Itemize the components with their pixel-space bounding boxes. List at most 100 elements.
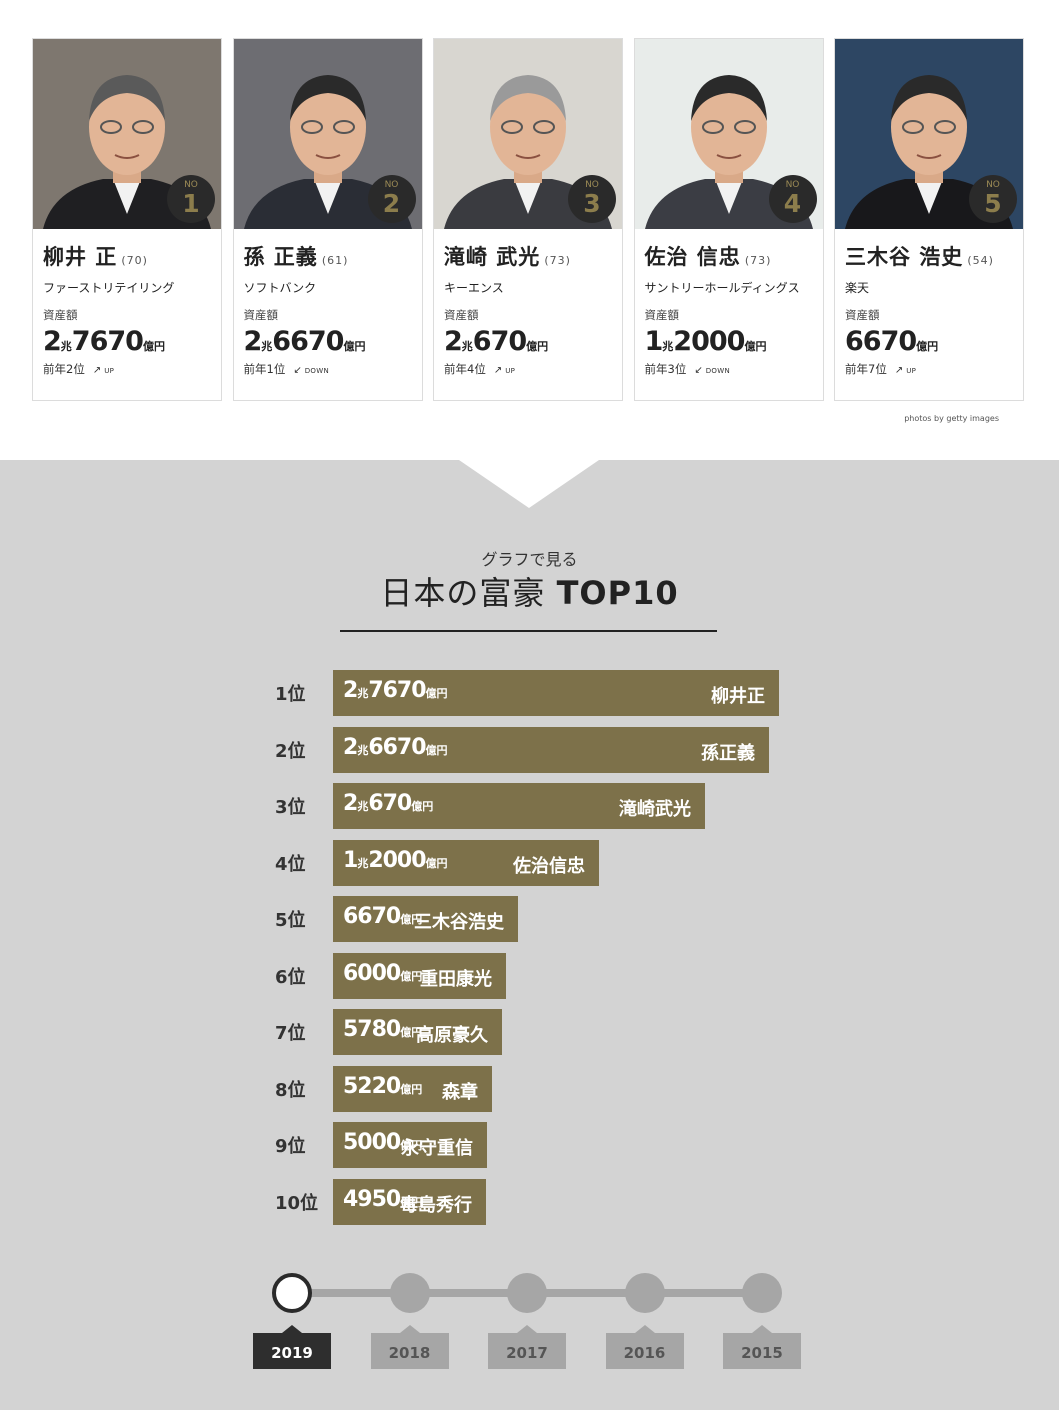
- year-dot-2016[interactable]: [624, 1273, 665, 1313]
- asset-cho-unit: 兆: [261, 340, 273, 353]
- previous-rank: 前年1位 ↙ DOWN: [244, 361, 416, 377]
- previous-rank-text: 前年3位: [644, 362, 687, 376]
- rank-badge-no: NO: [585, 180, 599, 190]
- ranking-card[interactable]: NO 2 孫 正義 (61) ソフトバンク 資産額 2兆6670億円 前年1位 ↙ DOWN: [232, 38, 423, 401]
- asset-label: 資産額: [644, 308, 680, 322]
- portrait-photo: [835, 39, 1023, 229]
- asset-oku-unit: 億円: [142, 340, 165, 353]
- chart-title: 日本の富豪 TOP10: [0, 568, 1059, 614]
- person-name-text: 孫 正義: [243, 245, 318, 269]
- bar-rank-label: 9位: [275, 1136, 306, 1157]
- bar-person-name: 三木谷浩史: [414, 912, 504, 933]
- bar-value-label: 6670億円: [343, 904, 422, 929]
- bar-person-name: 毒島秀行: [400, 1194, 472, 1216]
- asset-label: 資産額: [444, 308, 479, 322]
- section-notch: [459, 460, 599, 508]
- portrait-photo: [634, 39, 823, 229]
- bar-rank-label: 8位: [275, 1079, 306, 1101]
- bar-value-oku-number: 5780: [343, 1017, 401, 1042]
- asset-oku-number: 2000: [673, 326, 745, 357]
- bar-rank-label: 4位: [275, 853, 306, 875]
- asset-value: 1兆2000億円: [645, 326, 817, 357]
- previous-rank: 前年3位 ↙ DOWN: [645, 361, 817, 377]
- bar[interactable]: 1兆2000億円 佐治信忠: [333, 839, 599, 886]
- year-tab-2015[interactable]: 2015: [723, 1325, 801, 1369]
- arrow-down-left-icon: ↙: [293, 365, 302, 376]
- previous-rank: 前年7位 ↗ UP: [845, 361, 1017, 377]
- bar-value-cho-number: 2: [343, 791, 358, 816]
- year-tab-2017[interactable]: 2017: [488, 1325, 566, 1369]
- bar[interactable]: 5780億円 高原豪久: [333, 1009, 502, 1055]
- bar[interactable]: 5000億円 永守重信: [333, 1122, 487, 1168]
- bar-person-name: 柳井正: [711, 686, 765, 707]
- bar-rank-label: 5位: [275, 910, 306, 931]
- ranking-card[interactable]: NO 1 柳井 正 (70) ファーストリテイリング 資産額 2兆7670億円 前年2位 ↗ UP: [32, 38, 222, 401]
- bar-person-name: 永守重信: [401, 1138, 473, 1159]
- arrow-up-right-icon: ↗: [894, 365, 904, 376]
- year-dot-2019[interactable]: [272, 1273, 312, 1313]
- bar-value-oku-number: 670: [368, 791, 412, 816]
- person-name-text: 三木谷 浩史: [845, 245, 964, 269]
- bar-value-cho-unit: 兆: [357, 800, 369, 813]
- rank-badge: NO 3: [568, 175, 616, 223]
- year-tab-2018[interactable]: 2018: [370, 1325, 449, 1369]
- bar-value-oku-unit: 億円: [425, 743, 448, 757]
- asset-oku-unit: 億円: [526, 340, 549, 353]
- year-dot-2018[interactable]: [389, 1273, 430, 1313]
- person-name: 滝崎 武光 (73): [444, 241, 616, 271]
- bar-person-name: 滝崎武光: [619, 799, 691, 820]
- arrow-up-right-icon: ↗: [92, 365, 102, 376]
- bar-value-cho-unit: 兆: [357, 687, 369, 700]
- bar-rank-label: 7位: [275, 1023, 306, 1044]
- rank-direction: UP: [906, 367, 917, 375]
- title-divider: [340, 630, 717, 632]
- bar-row: 2位 2兆6670億円 孫正義: [0, 726, 1059, 773]
- bar[interactable]: 2兆6670億円 孫正義: [333, 726, 769, 773]
- bar-value-label: 5220億円: [343, 1074, 422, 1099]
- bar[interactable]: 2兆7670億円 柳井正: [333, 670, 779, 716]
- bar-row: 4位 1兆2000億円 佐治信忠: [0, 839, 1059, 886]
- bar-rank-label: 1位: [275, 684, 306, 705]
- ranking-card[interactable]: NO 3 滝崎 武光 (73) キーエンス 資産額 2兆670億円 前年4位 ↗ UP: [433, 38, 623, 401]
- chart-title-ja: 日本の富豪: [380, 574, 557, 612]
- bar[interactable]: 6000億円 重田康光: [333, 952, 506, 999]
- bar-value-oku-number: 6000: [343, 960, 401, 986]
- bar-value-oku-unit: 億円: [400, 1026, 423, 1039]
- bar-rank-label: 6位: [275, 966, 306, 988]
- asset-oku-unit: 億円: [744, 340, 767, 353]
- year-tab-2019[interactable]: 2019: [253, 1325, 331, 1369]
- bar-value-oku-number: 2000: [368, 847, 426, 873]
- year-dot-2015[interactable]: [742, 1273, 782, 1313]
- chart-title-en: TOP10: [556, 574, 679, 612]
- ranking-card[interactable]: NO 5 三木谷 浩史 (54) 楽天 資産額 6670億円 前年7位 ↗ UP: [834, 38, 1024, 401]
- bar-value-oku-number: 7670: [368, 678, 426, 703]
- company-name: 楽天: [845, 281, 870, 295]
- year-dot-2017[interactable]: [507, 1273, 547, 1313]
- year-tab-2016[interactable]: 2016: [605, 1325, 684, 1369]
- chart-subtitle: グラフで見る: [481, 550, 578, 569]
- bar-person-name: 森章: [442, 1081, 478, 1103]
- asset-value: 2兆7670億円: [43, 326, 215, 357]
- person-name: 佐治 信忠 (73): [645, 241, 817, 271]
- bar-value-label: 6000億円: [343, 961, 422, 986]
- person-name-text: 滝崎 武光: [444, 245, 541, 269]
- chart-section: グラフで見る 日本の富豪 TOP10 1位 2兆7670億円 柳井正 2位 2兆6670…: [0, 460, 1059, 1410]
- person-name-text: 佐治 信忠: [644, 245, 741, 269]
- bar[interactable]: 6670億円 三木谷浩史: [333, 896, 518, 942]
- bar[interactable]: 5220億円 森章: [333, 1065, 492, 1112]
- rank-direction: UP: [104, 367, 115, 375]
- company-name: ファーストリテイリング: [43, 281, 175, 295]
- bar[interactable]: 4950億円 毒島秀行: [333, 1178, 486, 1225]
- previous-rank-text: 前年4位: [444, 362, 486, 376]
- card-photo: NO 1: [33, 39, 221, 229]
- person-name-text: 柳井 正: [43, 245, 118, 269]
- person-age: (54): [967, 254, 994, 267]
- bar-value-oku-unit: 億円: [425, 856, 448, 870]
- bar-row: 3位 2兆670億円 滝崎武光: [0, 783, 1059, 829]
- rank-badge: NO 4: [768, 175, 817, 223]
- bar[interactable]: 2兆670億円 滝崎武光: [333, 783, 705, 829]
- ranking-card[interactable]: NO 4 佐治 信忠 (73) サントリーホールディングス 資産額 1兆2000億円 前年3位…: [633, 38, 824, 401]
- bar-value-cho-number: 2: [343, 678, 358, 703]
- rank-direction: DOWN: [705, 367, 730, 375]
- asset-cho-number: 1: [644, 326, 664, 357]
